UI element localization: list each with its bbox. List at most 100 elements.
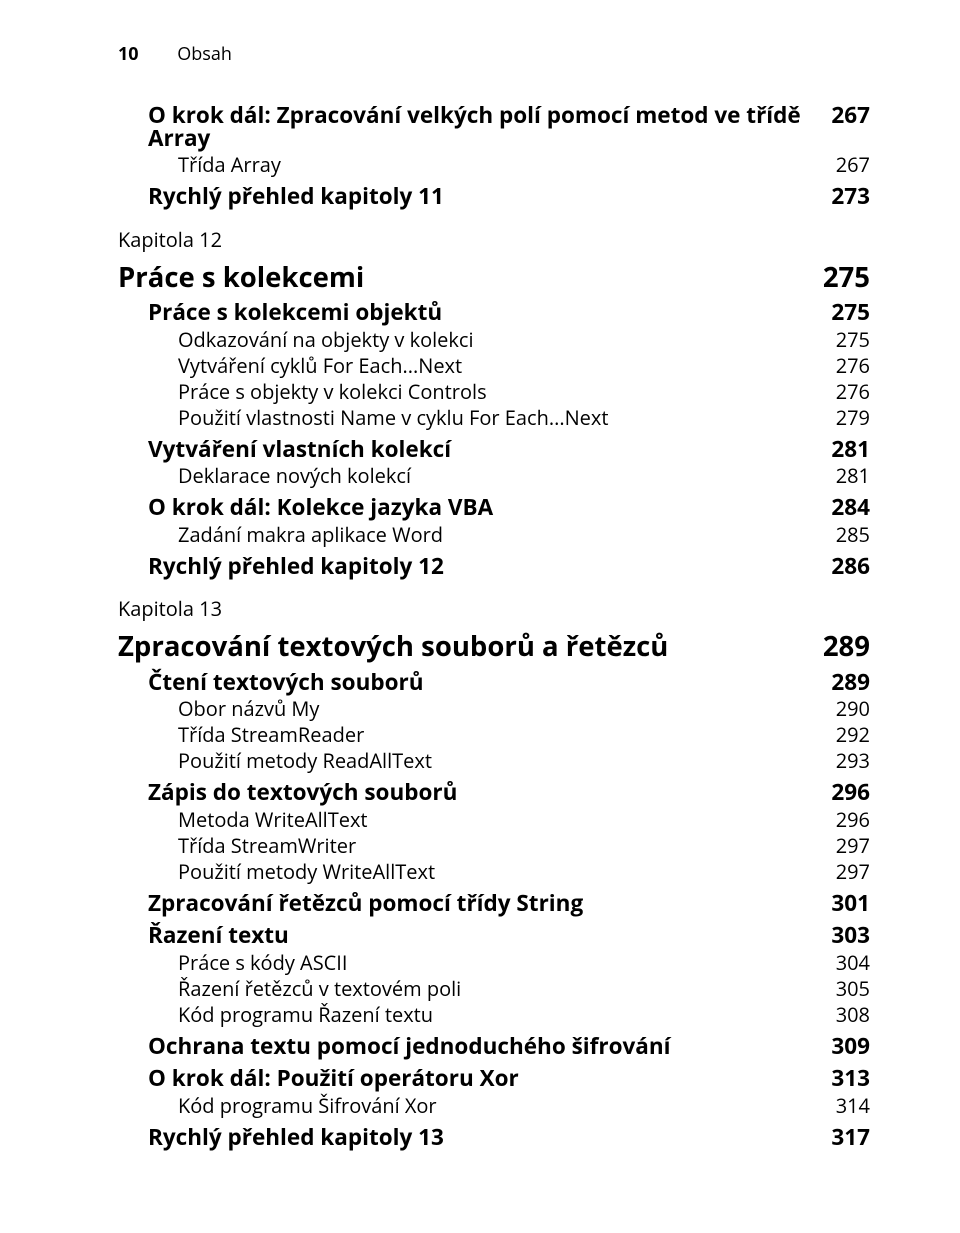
toc-label: Obor názvů My	[178, 699, 824, 719]
toc-page-number: 313	[831, 1067, 870, 1090]
toc-label: Práce s kolekcemi objektů	[148, 301, 819, 324]
toc-page-number: 305	[836, 979, 870, 999]
toc-row: Metoda WriteAllText 296	[118, 810, 870, 830]
toc-page-number: 292	[836, 725, 870, 745]
toc-label: Ochrana textu pomocí jednoduchého šifrov…	[148, 1035, 819, 1058]
toc-row: Deklarace nových kolekcí 281	[118, 466, 870, 486]
toc-row: Třída Array 267	[118, 155, 870, 175]
toc-label: Zápis do textových souborů	[148, 781, 819, 804]
toc-row: Kód programu Šifrování Xor314	[118, 1096, 870, 1116]
toc-page-number: 275	[836, 330, 870, 350]
toc-page-number: 293	[836, 751, 870, 771]
toc-row: O krok dál: Použití operátoru Xor 313	[118, 1067, 870, 1090]
toc-page-number: 297	[836, 836, 870, 856]
toc-row: O krok dál: Kolekce jazyka VBA 284	[118, 496, 870, 519]
toc-page-number: 289	[831, 671, 870, 694]
toc-label: Třída StreamWriter	[178, 836, 824, 856]
toc-label: Rychlý přehled kapitoly 13	[148, 1126, 819, 1149]
toc-label: Rychlý přehled kapitoly 11	[148, 185, 819, 208]
toc-label: Deklarace nových kolekcí	[178, 466, 824, 486]
toc: O krok dál: Zpracování velkých polí pomo…	[118, 42, 870, 1148]
toc-label: O krok dál: Zpracování velkých polí pomo…	[148, 104, 819, 149]
toc-label: Třída Array	[178, 155, 824, 175]
toc-label: Použití metody ReadAllText	[178, 751, 824, 771]
toc-page-number: 308	[836, 1005, 870, 1025]
toc-page-number: 284	[831, 496, 870, 519]
toc-label: Rychlý přehled kapitoly 12	[148, 555, 819, 578]
toc-row: Kód programu Řazení textu 308	[118, 1005, 870, 1025]
toc-label: Zpracování textových souborů a řetězců	[118, 633, 811, 661]
page: 10 Obsah O krok dál: Zpracování velkých …	[0, 0, 960, 1233]
toc-row: Zpracování řetězců pomocí třídy String30…	[118, 892, 870, 915]
toc-label: Čtení textových souborů	[148, 671, 819, 694]
toc-page-number: 286	[831, 555, 870, 578]
toc-row: Třída StreamWriter 297	[118, 836, 870, 856]
toc-page-number: 281	[831, 438, 870, 461]
toc-label: Práce s kódy ASCII	[178, 953, 824, 973]
toc-label: Vytváření cyklů For Each...Next	[178, 356, 824, 376]
toc-row: Vytváření cyklů For Each...Next 276	[118, 356, 870, 376]
toc-row: Zápis do textových souborů 296	[118, 781, 870, 804]
toc-label: Práce s kolekcemi	[118, 264, 811, 292]
toc-label: Kapitola 12	[118, 230, 870, 250]
toc-row: Zadání makra aplikace Word 285	[118, 525, 870, 545]
toc-row: Práce s kódy ASCII 304	[118, 953, 870, 973]
toc-label: Práce s objekty v kolekci Controls	[178, 382, 824, 402]
toc-label: O krok dál: Kolekce jazyka VBA	[148, 496, 819, 519]
toc-row: Práce s kolekcemi 275	[118, 264, 870, 292]
toc-row: Kapitola 13	[118, 599, 870, 619]
toc-label: Řazení řetězců v textovém poli	[178, 979, 824, 999]
toc-label: Třída StreamReader	[178, 725, 824, 745]
page-number: 10	[118, 42, 139, 66]
toc-label: Zadání makra aplikace Word	[178, 525, 824, 545]
toc-page-number: 289	[823, 633, 870, 661]
toc-row: Rychlý přehled kapitoly 13 317	[118, 1126, 870, 1149]
toc-page-number: 314	[836, 1096, 870, 1116]
toc-page-number: 275	[823, 264, 870, 292]
toc-page-number: 285	[836, 525, 870, 545]
toc-row: Řazení řetězců v textovém poli 305	[118, 979, 870, 999]
toc-label: Metoda WriteAllText	[178, 810, 824, 830]
toc-row: Třída StreamReader 292	[118, 725, 870, 745]
toc-page-number: 273	[831, 185, 870, 208]
toc-page-number: 281	[836, 466, 870, 486]
toc-row: Čtení textových souborů 289	[118, 671, 870, 694]
toc-row: Zpracování textových souborů a řetězců 28…	[118, 633, 870, 661]
running-title: Obsah	[177, 42, 232, 66]
toc-label: Kapitola 13	[118, 599, 870, 619]
toc-row: Odkazování na objekty v kolekci 275	[118, 330, 870, 350]
toc-label: O krok dál: Použití operátoru Xor	[148, 1067, 819, 1090]
toc-row: Práce s kolekcemi objektů 275	[118, 301, 870, 324]
toc-page-number: 303	[831, 924, 870, 947]
toc-row: O krok dál: Zpracování velkých polí pomo…	[118, 104, 870, 149]
toc-page-number: 296	[836, 810, 870, 830]
toc-label: Použití metody WriteAllText	[178, 862, 824, 882]
toc-page-number: 297	[836, 862, 870, 882]
toc-row: Obor názvů My290	[118, 699, 870, 719]
toc-page-number: 296	[831, 781, 870, 804]
toc-row: Kapitola 12	[118, 230, 870, 250]
toc-page-number: 267	[831, 104, 870, 127]
toc-label: Kód programu Řazení textu	[178, 1005, 824, 1025]
toc-page-number: 304	[836, 953, 870, 973]
toc-row: Vytváření vlastních kolekcí 281	[118, 438, 870, 461]
toc-row: Práce s objekty v kolekci Controls 276	[118, 382, 870, 402]
page-header: 10 Obsah	[118, 42, 232, 66]
toc-label: Odkazování na objekty v kolekci	[178, 330, 824, 350]
toc-label: Vytváření vlastních kolekcí	[148, 438, 819, 461]
toc-row: Ochrana textu pomocí jednoduchého šifrov…	[118, 1035, 870, 1058]
toc-page-number: 275	[831, 301, 870, 324]
toc-row: Použití metody WriteAllText 297	[118, 862, 870, 882]
toc-page-number: 309	[831, 1035, 870, 1058]
toc-page-number: 267	[836, 155, 870, 175]
toc-page-number: 276	[836, 382, 870, 402]
toc-page-number: 279	[836, 408, 870, 428]
toc-label: Použití vlastnosti Name v cyklu For Each…	[178, 408, 824, 428]
toc-row: Použití vlastnosti Name v cyklu For Each…	[118, 408, 870, 428]
toc-label: Zpracování řetězců pomocí třídy String	[148, 892, 819, 915]
toc-page-number: 276	[836, 356, 870, 376]
toc-row: Rychlý přehled kapitoly 11 273	[118, 185, 870, 208]
toc-page-number: 317	[831, 1126, 870, 1149]
toc-label: Řazení textu	[148, 924, 819, 947]
toc-row: Rychlý přehled kapitoly 12 286	[118, 555, 870, 578]
